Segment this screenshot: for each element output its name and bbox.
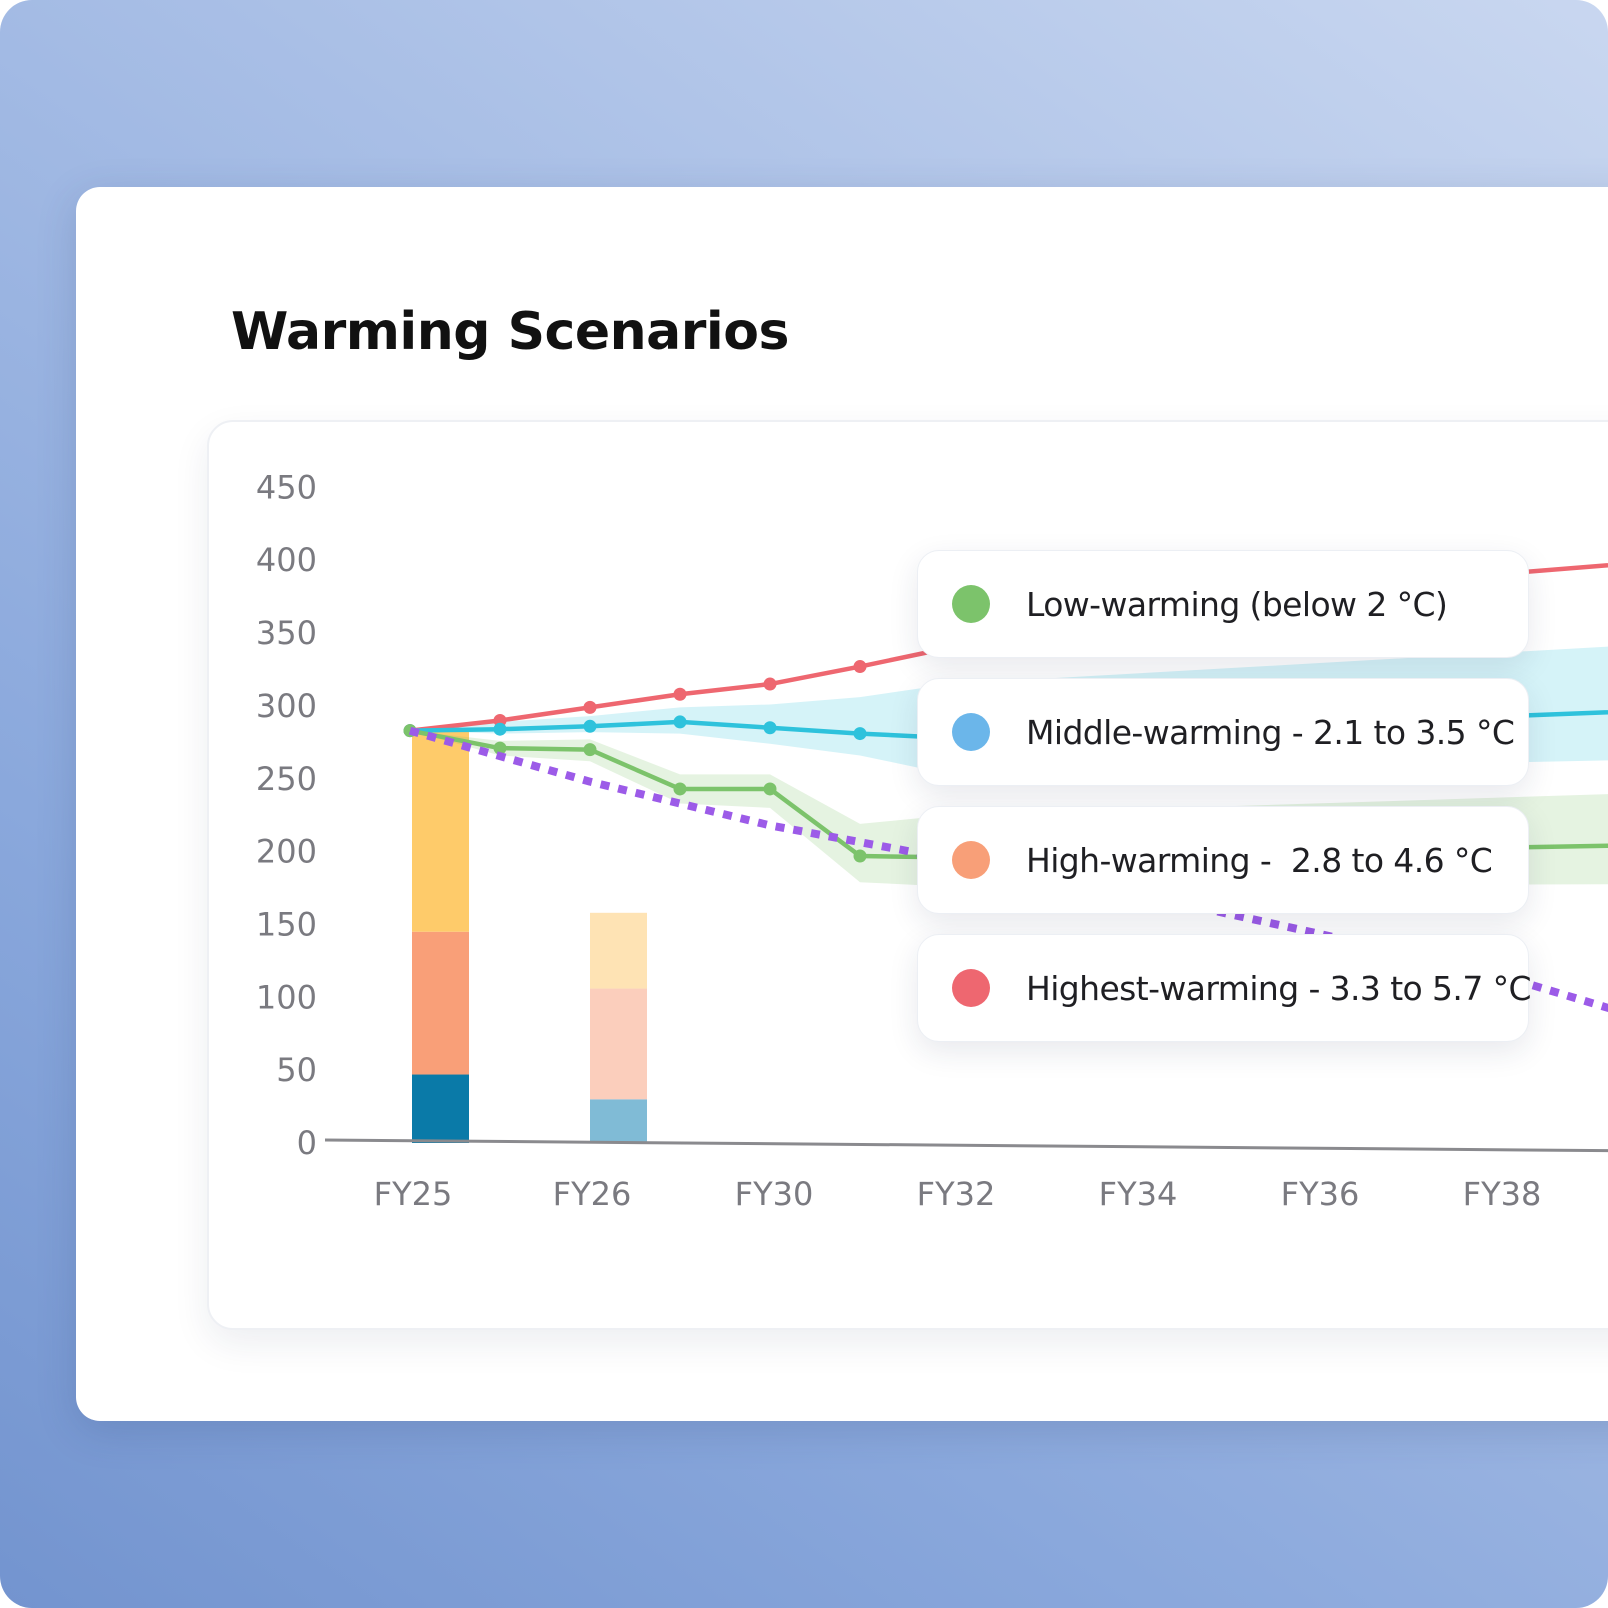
bar-segment [590, 988, 647, 1100]
legend-dot-icon [952, 841, 990, 879]
legend-label: High-warming - 2.8 to 4.6 °C [1026, 840, 1493, 880]
legend-dot-icon [952, 713, 990, 751]
middle-point [493, 722, 507, 736]
y-tick-label: 450 [256, 468, 317, 506]
y-tick-label: 100 [256, 978, 317, 1016]
low-point [673, 782, 687, 796]
legend-item-highest[interactable]: Highest-warming - 3.3 to 5.7 °C [917, 934, 1532, 1042]
highest-point [583, 700, 597, 714]
x-tick-label: FY34 [1099, 1175, 1178, 1213]
middle-point [853, 727, 867, 741]
legend-item-low[interactable]: Low-warming (below 2 °C) [917, 550, 1529, 658]
highest-point [853, 660, 867, 674]
page-title: Warming Scenarios [231, 302, 789, 362]
bar-segment [590, 1099, 647, 1143]
y-tick-label: 150 [256, 905, 317, 943]
y-tick-label: 200 [256, 833, 317, 871]
middle-point [673, 715, 687, 729]
bar-segment [412, 1074, 469, 1143]
low-point [583, 743, 597, 757]
highest-point [673, 687, 687, 701]
x-tick-label: FY36 [1281, 1175, 1360, 1213]
y-tick-label: 400 [256, 541, 317, 579]
y-tick-label: 0 [297, 1124, 317, 1162]
x-tick-label: FY32 [917, 1175, 996, 1213]
x-tick-label: FY25 [374, 1175, 453, 1213]
y-tick-label: 300 [256, 687, 317, 725]
middle-point [583, 719, 597, 733]
bar-segment [590, 912, 647, 989]
y-tick-label: 250 [256, 760, 317, 798]
highest-point [763, 677, 777, 691]
legend-dot-icon [952, 585, 990, 623]
bar-segment [412, 730, 469, 932]
legend-item-middle[interactable]: Middle-warming - 2.1 to 3.5 °C [917, 678, 1529, 786]
low-point [853, 849, 867, 863]
legend-label: Middle-warming - 2.1 to 3.5 °C [1026, 712, 1515, 752]
legend-label: Low-warming (below 2 °C) [1026, 584, 1448, 624]
low-point [493, 741, 507, 755]
x-axis-line [324, 1138, 1608, 1153]
y-tick-label: 350 [256, 614, 317, 652]
bar-segment [412, 931, 469, 1075]
legend-label: Highest-warming - 3.3 to 5.7 °C [1026, 968, 1532, 1008]
y-tick-label: 50 [276, 1051, 317, 1089]
legend-dot-icon [952, 969, 990, 1007]
low-point [763, 782, 777, 796]
x-tick-label: FY26 [553, 1175, 632, 1213]
x-tick-label: FY38 [1463, 1175, 1542, 1213]
middle-point [763, 721, 777, 735]
x-tick-label: FY30 [735, 1175, 814, 1213]
legend-item-high[interactable]: High-warming - 2.8 to 4.6 °C [917, 806, 1529, 914]
